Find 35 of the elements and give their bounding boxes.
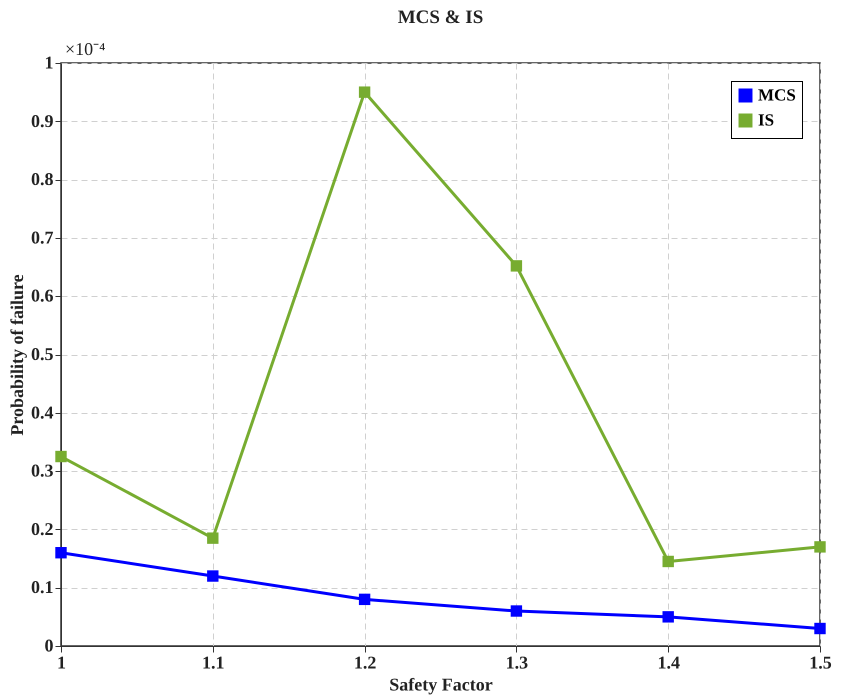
point xyxy=(662,611,674,623)
x-axis-title: Safety Factor xyxy=(389,674,493,694)
point xyxy=(55,547,67,558)
x-tick-label: 1 xyxy=(57,652,66,672)
y-tick-label: 0.8 xyxy=(31,169,54,190)
point xyxy=(358,86,370,98)
y-tick-label: 1 xyxy=(44,52,54,72)
text: ×10⁻⁴ xyxy=(65,39,106,59)
point xyxy=(207,532,218,544)
y-tick-label: 0.6 xyxy=(31,286,54,306)
legend-label: IS xyxy=(758,110,774,130)
y-tick-label: 0.9 xyxy=(31,110,54,131)
chart-title: MCS & IS xyxy=(398,7,484,28)
point xyxy=(207,570,218,582)
point xyxy=(814,622,826,634)
point xyxy=(814,541,826,553)
legend-label: MCS xyxy=(758,86,796,104)
y-tick-label: 0.4 xyxy=(31,402,54,422)
point xyxy=(55,450,67,462)
point xyxy=(510,260,522,272)
y-axis-title: Probability of failure xyxy=(7,274,27,436)
x-tick-label: 1.2 xyxy=(354,652,376,672)
point xyxy=(662,556,674,568)
y-tick-label: 0.1 xyxy=(31,577,54,598)
point xyxy=(358,594,370,606)
y-tick-label: 0.5 xyxy=(31,344,54,364)
x-tick-label: 1.1 xyxy=(202,652,225,672)
y-tick-label: 0.3 xyxy=(31,460,54,481)
y-tick-label: 0.7 xyxy=(31,227,54,248)
point xyxy=(510,605,522,617)
x-tick-label: 1.3 xyxy=(506,652,528,672)
y-tick-label: 0 xyxy=(44,636,54,656)
x-tick-label: 1.4 xyxy=(657,652,680,672)
x-tick-label: 1.5 xyxy=(809,652,832,672)
y-tick-label: 0.2 xyxy=(31,518,54,539)
